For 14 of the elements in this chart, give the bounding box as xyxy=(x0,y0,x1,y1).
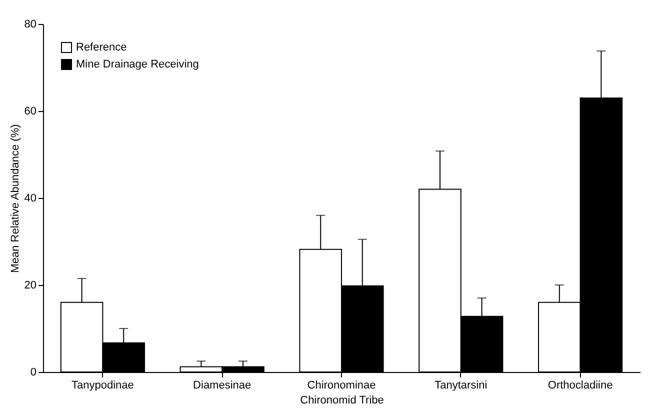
x-tick-label: Diamesinae xyxy=(193,380,252,392)
y-tick-label: 0 xyxy=(30,366,36,378)
legend-label: Reference xyxy=(76,42,127,54)
legend-label: Mine Drainage Receiving xyxy=(76,58,199,70)
x-tick-label: Tanytarsini xyxy=(434,380,488,392)
y-tick-label: 40 xyxy=(24,192,36,204)
y-tick-label: 20 xyxy=(24,280,36,292)
y-tick-label: 60 xyxy=(24,106,36,118)
x-axis-title: Chironomid Tribe xyxy=(300,394,384,406)
y-axis-title: Mean Relative Abundance (%) xyxy=(9,124,22,273)
x-tick-label: Orthocladiine xyxy=(548,380,613,392)
y-tick-label: 80 xyxy=(24,18,36,30)
x-tick-label: Chironominae xyxy=(307,380,376,392)
x-tick-label: Tanypodinae xyxy=(72,380,134,392)
